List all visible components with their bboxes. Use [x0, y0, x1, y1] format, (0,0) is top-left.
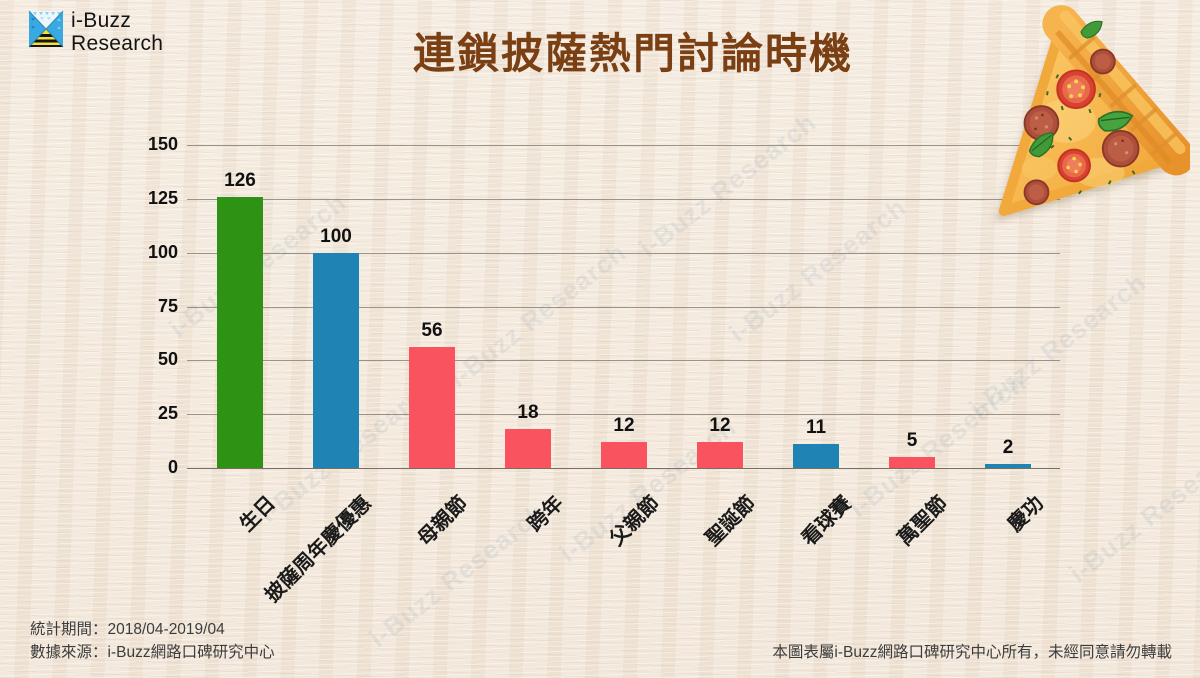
bar — [217, 196, 263, 468]
bar — [505, 429, 551, 468]
bar-value-label: 12 — [709, 415, 731, 437]
logo-line2: Research — [71, 31, 164, 55]
bar-value-label: 12 — [613, 415, 635, 437]
x-axis-line — [187, 468, 1060, 469]
ibuzz-logo: i-Buzz Research — [28, 9, 164, 55]
bar — [697, 442, 743, 468]
page-title: 連鎖披薩熱門討論時機 — [412, 30, 853, 77]
bar-value-label: 126 — [224, 169, 256, 191]
y-axis-tick-label: 50 — [157, 349, 178, 370]
bar — [313, 252, 359, 468]
bar — [409, 347, 455, 468]
bar-value-label: 5 — [906, 430, 918, 452]
y-axis-tick-label: 75 — [157, 295, 178, 316]
bar-value-label: 100 — [320, 225, 352, 247]
stats-note: 統計期間：2018/04-2019/04 數據來源：i-Buzz網路口碑研究中心 — [30, 618, 275, 665]
bar-value-label: 2 — [1002, 436, 1014, 458]
stats-period: 統計期間：2018/04-2019/04 — [30, 621, 225, 638]
ibuzz-logo-text: i-Buzz Research — [71, 9, 164, 55]
y-axis-tick-label: 150 — [147, 134, 178, 154]
y-axis-tick-label: 25 — [157, 403, 178, 424]
gridline — [187, 360, 1060, 362]
y-axis-tick-label: 100 — [147, 241, 178, 262]
gridline — [187, 414, 1060, 416]
pizza-slice-illustration — [994, 5, 1190, 222]
bar-value-label: 56 — [421, 320, 443, 342]
bar — [793, 444, 839, 468]
ibuzz-logo-icon — [28, 10, 64, 48]
stats-source: 數據來源：i-Buzz網路口碑研究中心 — [30, 644, 275, 662]
copyright-note: 本圖表屬i-Buzz網路口碑研究中心所有，未經同意請勿轉載 — [772, 644, 1172, 661]
y-axis-tick-label: 125 — [147, 187, 178, 208]
y-axis-tick-label: 0 — [167, 457, 178, 477]
gridline — [187, 252, 1060, 254]
logo-line1: i-Buzz — [71, 9, 132, 32]
bar — [985, 463, 1031, 468]
bar — [601, 442, 647, 468]
bar-value-label: 11 — [805, 417, 827, 439]
gridline — [187, 198, 1060, 200]
bar-value-label: 18 — [517, 402, 539, 424]
bar — [889, 457, 935, 468]
gridline — [187, 306, 1060, 308]
gridline — [187, 145, 1060, 146]
